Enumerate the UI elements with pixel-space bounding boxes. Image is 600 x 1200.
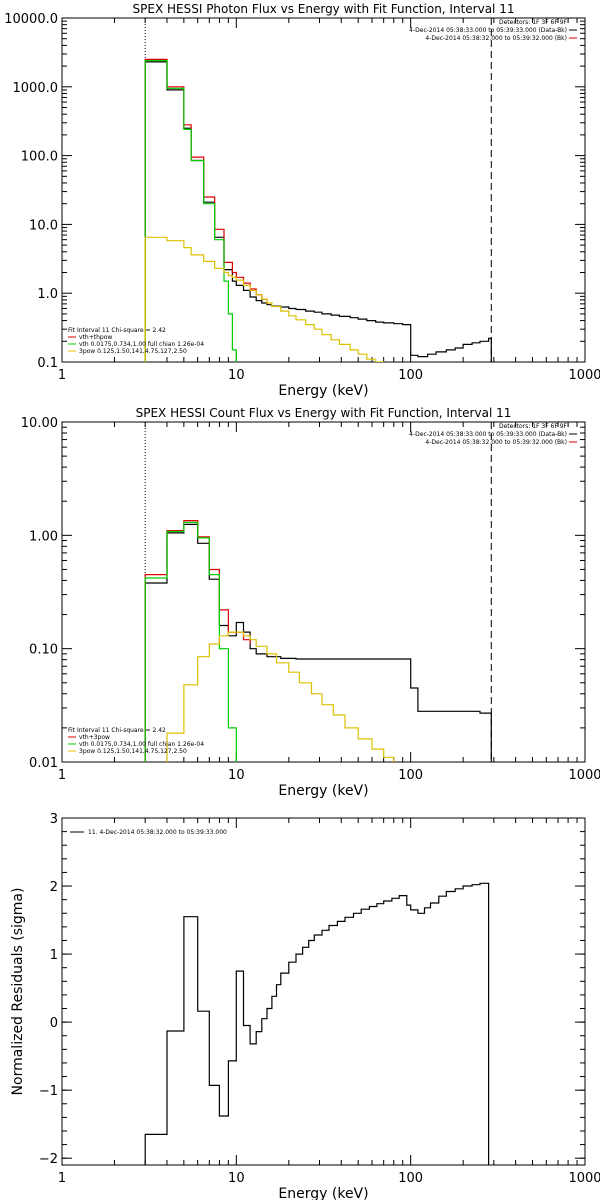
series-group [144,58,492,362]
y-tick-label: 3 [50,812,58,827]
y-tick-label: 10.0 [29,218,58,233]
chart-title: SPEX HESSI Photon Flux vs Energy with Fi… [133,2,515,16]
y-tick-label: 10000.0 [4,12,58,27]
x-tick-label: 100 [398,368,423,383]
background-interval-label: 4-Dec-2014 05:38:32.000 to 05:39:32.000 … [425,35,567,42]
y-tick-label: 100.0 [21,150,58,165]
x-tick-label: 1 [58,768,66,783]
y-tick-label: 0.01 [29,756,58,771]
fit-interval-label: Fit Interval 11 Chi-square = 2.42 [68,327,166,334]
legend-item-label: vth 0.0175,0.734,1.00 full chian 1.26e-0… [79,741,204,748]
x-tick-label: 1 [58,1171,66,1186]
photon-chart: 1 10 100 1000 0.1 1.0 10.0 100.0 1000.0 10000.0 SP… [4,2,600,399]
x-axis-label: Energy (keV) [278,783,368,799]
x-tick-label: 10 [228,768,245,783]
legend-item-label: 3pow 0.125,1.50,141,4.75,127,2.50 [79,748,187,755]
x-tick-label: 10 [228,1171,245,1186]
legend-item-label: 11. 4-Dec-2014 05:38:32.000 to 05:39:33.… [88,829,227,836]
y-tick-label: 0 [50,1016,58,1031]
y-tick-label: 1 [50,948,58,963]
x-axis-label: Energy (keV) [278,383,368,399]
x-tick-label: 10 [228,368,245,383]
y-tick-label: 0.10 [29,643,58,658]
series-group [144,520,492,762]
fit-interval-label: Fit Interval 11 Chi-square = 2.42 [68,727,166,734]
detectors-label: Detectors: 1F 3F 6F 9F [499,19,568,26]
series-line [144,58,268,362]
y-tick-label: −1 [39,1084,58,1099]
legend-item-label: 3pow 0.125,1.50,141,4.75,127,2.50 [79,348,187,355]
x-tick-label: 1000 [568,768,600,783]
y-axis-label: Normalized Residuals (sigma) [10,888,26,1096]
x-axis-label: Energy (keV) [278,1186,368,1200]
resid-chart: 1 10 100 1000 −2 −1 0 1 2 3 Energy (keV) Normalized… [10,812,600,1200]
count-chart: 1 10 100 1000 0.01 0.10 1.00 10.00 SPEX HESSI Co… [21,406,600,799]
series-line [144,523,492,762]
y-tick-label: −2 [39,1152,58,1167]
series-line [144,61,492,362]
x-tick-label: 1000 [568,368,600,383]
x-tick-label: 100 [398,768,423,783]
series-line [166,631,395,762]
y-tick-label: 1000.0 [13,81,59,96]
series-line [144,236,385,362]
y-tick-label: 1.00 [29,529,58,544]
x-tick-label: 1 [58,368,66,383]
series-line [144,882,490,1165]
legend-item-label: vth+thpow [79,334,112,341]
chart-title: SPEX HESSI Count Flux vs Energy with Fit… [136,406,512,420]
plot-frame [61,421,586,763]
data-interval-label: 4-Dec-2014 05:38:33.000 to 05:39:33.000 … [409,431,567,438]
y-tick-label: 10.00 [21,416,58,431]
y-tick-label: 1.0 [37,287,58,302]
y-tick-label: 0.1 [37,356,58,371]
series-group [144,882,490,1165]
data-interval-label: 4-Dec-2014 05:38:33.000 to 05:39:33.000 … [409,27,567,34]
series-line [144,60,237,362]
plot-frame [61,817,586,1166]
x-tick-label: 1000 [568,1171,600,1186]
y-tick-label: 2 [50,880,58,895]
legend-item-label: vth 0.0175,0.734,1.00 full chian 1.26e-0… [79,341,204,348]
plot-frame [61,17,586,363]
detectors-label: Detectors: 1F 3F 6F 9F [499,423,568,430]
series-line [144,521,237,762]
background-interval-label: 4-Dec-2014 05:38:32.000 to 05:39:32.000 … [425,439,567,446]
legend-item-label: vth+3pow [79,734,110,741]
x-tick-label: 100 [398,1171,423,1186]
